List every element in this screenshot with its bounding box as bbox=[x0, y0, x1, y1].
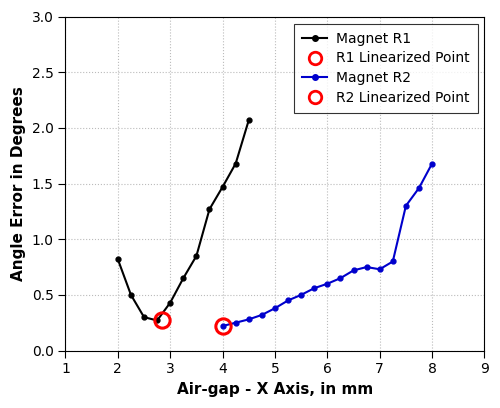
Y-axis label: Angle Error in Degrees: Angle Error in Degrees bbox=[11, 86, 26, 281]
X-axis label: Air-gap - X Axis, in mm: Air-gap - X Axis, in mm bbox=[177, 382, 373, 397]
Legend: Magnet R1, R1 Linearized Point, Magnet R2, R2 Linearized Point: Magnet R1, R1 Linearized Point, Magnet R… bbox=[294, 24, 478, 113]
